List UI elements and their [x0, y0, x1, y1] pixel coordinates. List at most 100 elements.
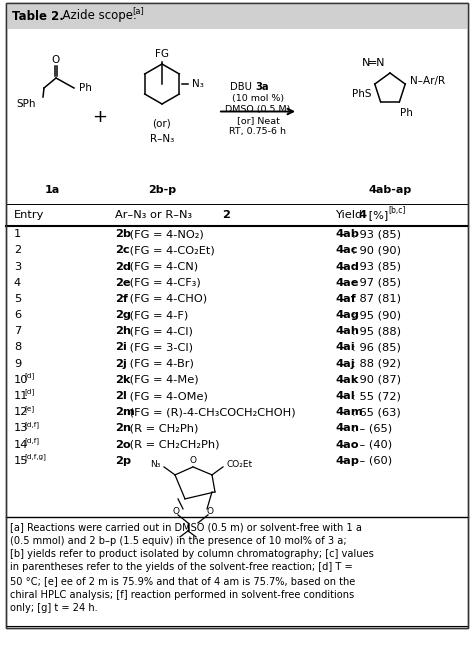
- Text: 2g: 2g: [115, 310, 131, 320]
- Text: (FG = 4-F): (FG = 4-F): [126, 310, 189, 320]
- Text: FG: FG: [155, 49, 169, 59]
- Text: 4ab-ap: 4ab-ap: [368, 185, 411, 195]
- Text: (or): (or): [153, 119, 172, 129]
- Text: [e]: [e]: [24, 405, 35, 411]
- Text: 4ac: 4ac: [335, 245, 357, 255]
- Text: 2k: 2k: [115, 375, 130, 385]
- Text: 11: 11: [14, 391, 28, 401]
- Text: 4ak: 4ak: [335, 375, 358, 385]
- Text: 2m: 2m: [115, 408, 135, 417]
- Text: (0.5 mmol) and 2 b–p (1.5 equiv) in the presence of 10 mol% of 3 a;: (0.5 mmol) and 2 b–p (1.5 equiv) in the …: [10, 536, 346, 546]
- Text: 1: 1: [14, 229, 21, 239]
- Text: : 93 (85): : 93 (85): [352, 229, 401, 239]
- Text: [d]: [d]: [24, 372, 35, 380]
- Text: 1a: 1a: [45, 185, 60, 195]
- Text: : – (65): : – (65): [352, 424, 392, 434]
- Text: : 90 (87): : 90 (87): [352, 375, 401, 385]
- Text: (10 mol %): (10 mol %): [232, 94, 284, 103]
- Text: Table 2.: Table 2.: [12, 10, 64, 23]
- Text: RT, 0.75-6 h: RT, 0.75-6 h: [229, 127, 286, 136]
- Text: [d,f,g]: [d,f,g]: [24, 454, 46, 460]
- Text: +: +: [92, 107, 108, 126]
- Text: chiral HPLC analysis; [f] reaction performed in solvent-free conditions: chiral HPLC analysis; [f] reaction perfo…: [10, 590, 354, 600]
- Text: 50 °C; [e] ee of 2 m is 75.9% and that of 4 am is 75.7%, based on the: 50 °C; [e] ee of 2 m is 75.9% and that o…: [10, 576, 355, 586]
- Text: 4aj: 4aj: [335, 359, 355, 368]
- Text: O: O: [207, 507, 213, 516]
- Text: 4ai: 4ai: [335, 342, 355, 352]
- Text: : 93 (85): : 93 (85): [352, 262, 401, 271]
- Text: 3: 3: [14, 262, 21, 271]
- Text: (FG = 4-CN): (FG = 4-CN): [126, 262, 198, 271]
- Text: 4ab: 4ab: [335, 229, 359, 239]
- Text: 14: 14: [14, 439, 28, 450]
- Text: 4ad: 4ad: [335, 262, 359, 271]
- Text: 3a: 3a: [255, 83, 269, 92]
- Text: [%]: [%]: [365, 210, 388, 220]
- Text: 2h: 2h: [115, 326, 131, 337]
- Text: (FG = 4-CF₃): (FG = 4-CF₃): [126, 278, 201, 288]
- Text: 4an: 4an: [335, 424, 359, 434]
- Text: Ar–N₃ or R–N₃: Ar–N₃ or R–N₃: [115, 210, 196, 220]
- Text: N–Ar/R: N–Ar/R: [410, 76, 445, 86]
- Text: (FG = 4-NO₂): (FG = 4-NO₂): [126, 229, 204, 239]
- Text: 12: 12: [14, 408, 28, 417]
- Text: (R = CH₂Ph): (R = CH₂Ph): [126, 424, 199, 434]
- Text: : 65 (63): : 65 (63): [352, 408, 401, 417]
- Text: 9: 9: [14, 359, 21, 368]
- Text: 8: 8: [14, 342, 21, 352]
- Text: 4: 4: [358, 210, 366, 220]
- Text: 4ap: 4ap: [335, 456, 359, 466]
- Text: 7: 7: [14, 326, 21, 337]
- Text: CO₂Et: CO₂Et: [227, 460, 253, 469]
- Text: Entry: Entry: [14, 210, 45, 220]
- Text: : 97 (85): : 97 (85): [352, 278, 401, 288]
- Text: 2j: 2j: [115, 359, 127, 368]
- Text: O: O: [173, 507, 180, 516]
- Text: 4: 4: [14, 278, 21, 288]
- Text: 5: 5: [14, 294, 21, 304]
- Text: [b] yields refer to product isolated by column chromatography; [c] values: [b] yields refer to product isolated by …: [10, 549, 374, 559]
- Text: O: O: [190, 456, 197, 465]
- Text: Yield: Yield: [335, 210, 366, 220]
- Text: : 95 (90): : 95 (90): [352, 310, 401, 320]
- Text: 4am: 4am: [335, 408, 363, 417]
- Text: (FG = 4-Br): (FG = 4-Br): [126, 359, 194, 368]
- Text: : – (60): : – (60): [352, 456, 392, 466]
- Text: : 90 (90): : 90 (90): [352, 245, 401, 255]
- Text: 2e: 2e: [115, 278, 131, 288]
- Text: : 88 (92): : 88 (92): [352, 359, 401, 368]
- Text: 2d: 2d: [115, 262, 131, 271]
- Text: (FG = 3-Cl): (FG = 3-Cl): [126, 342, 193, 352]
- Text: Ph: Ph: [400, 108, 413, 118]
- Text: 2c: 2c: [115, 245, 129, 255]
- Text: 4af: 4af: [335, 294, 356, 304]
- Text: 2p: 2p: [115, 456, 131, 466]
- Text: Ph: Ph: [79, 83, 92, 93]
- Text: 2: 2: [14, 245, 21, 255]
- Bar: [6, 3, 468, 29]
- Text: (FG = 4-Cl): (FG = 4-Cl): [126, 326, 193, 337]
- Text: PhS: PhS: [352, 89, 372, 99]
- Text: 15: 15: [14, 456, 28, 466]
- Text: 2i: 2i: [115, 342, 127, 352]
- Text: (FG = 4-Me): (FG = 4-Me): [126, 375, 199, 385]
- Text: : 96 (85): : 96 (85): [352, 342, 401, 352]
- Text: N═N: N═N: [362, 58, 385, 68]
- Text: : 55 (72): : 55 (72): [352, 391, 401, 401]
- Text: 2o: 2o: [115, 439, 131, 450]
- Text: (FG = 4-OMe): (FG = 4-OMe): [126, 391, 208, 401]
- Text: DMSO (0.5 M): DMSO (0.5 M): [225, 105, 291, 114]
- Text: [or] Neat: [or] Neat: [237, 116, 280, 125]
- Text: N₃: N₃: [150, 460, 160, 469]
- Text: (FG = 4-CO₂Et): (FG = 4-CO₂Et): [126, 245, 215, 255]
- Text: DBU: DBU: [230, 83, 255, 92]
- Text: 2l: 2l: [115, 391, 127, 401]
- Text: 4ae: 4ae: [335, 278, 358, 288]
- Text: [b,c]: [b,c]: [388, 206, 405, 215]
- Text: : 95 (88): : 95 (88): [352, 326, 401, 337]
- Text: 4ah: 4ah: [335, 326, 359, 337]
- Text: [a] Reactions were carried out in DMSO (0.5 m) or solvent-free with 1 a: [a] Reactions were carried out in DMSO (…: [10, 522, 362, 532]
- Text: 13: 13: [14, 424, 28, 434]
- Text: R–N₃: R–N₃: [150, 134, 174, 144]
- Text: (R = CH₂CH₂Ph): (R = CH₂CH₂Ph): [126, 439, 220, 450]
